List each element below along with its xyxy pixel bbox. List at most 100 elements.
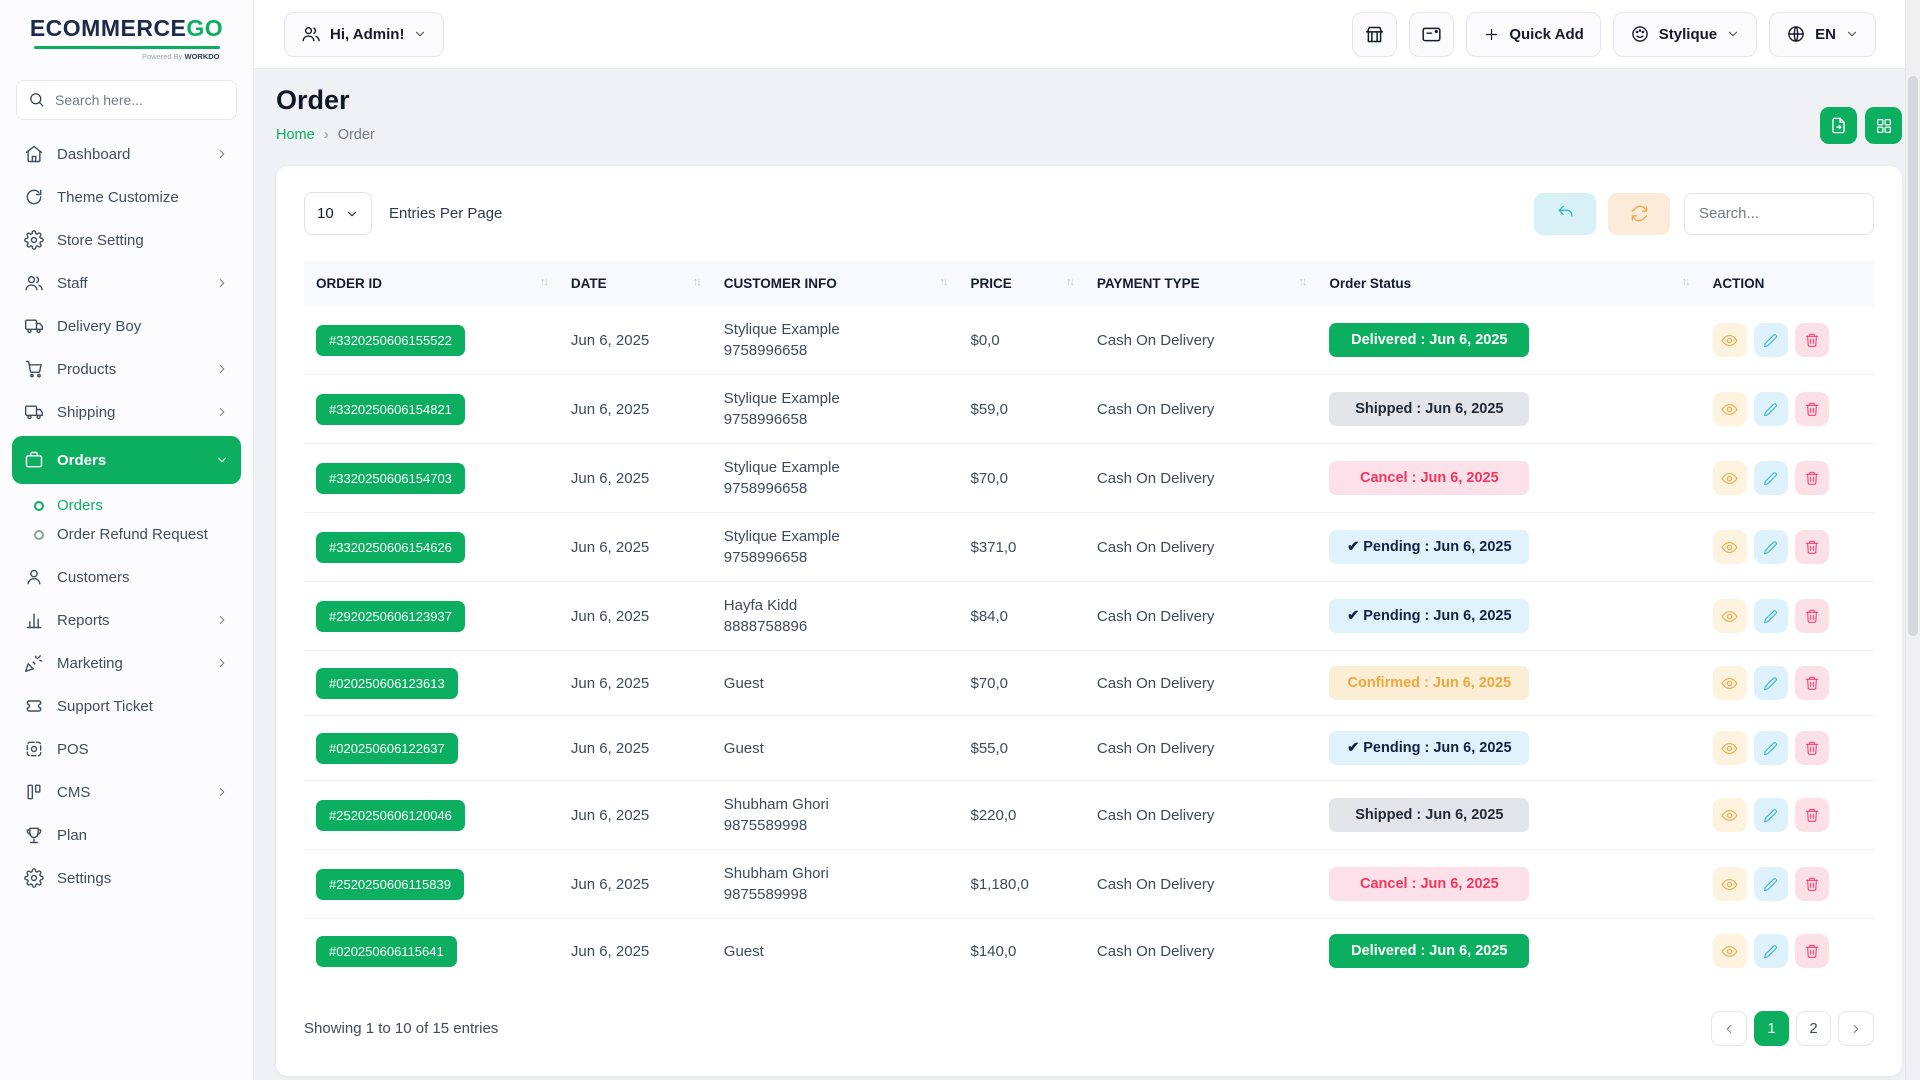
view-order-button[interactable] [1712, 867, 1747, 901]
view-order-button[interactable] [1712, 731, 1747, 765]
delete-order-button[interactable] [1794, 798, 1829, 832]
table-search-input[interactable] [1684, 192, 1874, 235]
view-order-button[interactable] [1712, 461, 1747, 495]
edit-order-button[interactable] [1753, 599, 1788, 633]
order-id-badge[interactable]: #020250606122637 [316, 732, 458, 764]
breadcrumb-home-link[interactable]: Home [276, 126, 315, 143]
delete-order-button[interactable] [1794, 392, 1829, 426]
sidebar-item-support-ticket[interactable]: Support Ticket [12, 685, 241, 727]
sidebar-item-marketing[interactable]: Marketing [12, 642, 241, 684]
edit-order-button[interactable] [1753, 867, 1788, 901]
table-body: #3320250606155522 Jun 6, 2025 Stylique Exa… [304, 306, 1874, 983]
theme-select-button[interactable]: Stylique [1612, 11, 1758, 57]
pagination-next-button[interactable] [1838, 1011, 1874, 1046]
sidebar-item-label: Customers [57, 568, 130, 586]
column-header-label: DATE [570, 276, 607, 291]
file-export-icon [1832, 117, 1845, 134]
grid-view-button[interactable] [1865, 107, 1902, 144]
sidebar-item-settings[interactable]: Settings [12, 857, 241, 899]
column-header-payment-type[interactable]: PAYMENT TYPE ↑↓ [1084, 261, 1318, 306]
delete-order-button[interactable] [1794, 323, 1829, 357]
edit-order-button[interactable] [1753, 666, 1788, 700]
column-header-order-status[interactable]: Order Status ↑↓ [1317, 261, 1701, 306]
storefront-button[interactable] [1352, 11, 1398, 57]
delete-order-button[interactable] [1794, 461, 1829, 495]
sidebar-item-orders[interactable]: Orders [12, 436, 241, 484]
entries-per-page-select[interactable]: 10 [304, 192, 372, 235]
order-id-badge[interactable]: #3320250606154821 [316, 393, 465, 425]
sort-icon[interactable]: ↑↓ [1298, 276, 1307, 288]
view-order-button[interactable] [1712, 530, 1747, 564]
delete-order-button[interactable] [1794, 530, 1829, 564]
sort-icon[interactable]: ↑↓ [1065, 276, 1075, 288]
page-scrollbar[interactable] [1905, 0, 1920, 1080]
sidebar-item-staff[interactable]: Staff [12, 262, 241, 304]
sidebar-search-input[interactable] [16, 80, 237, 120]
edit-order-button[interactable] [1753, 934, 1788, 968]
admin-menu-button[interactable]: Hi, Admin! [284, 11, 445, 57]
edit-order-button[interactable] [1753, 461, 1788, 495]
sidebar-item-label: Staff [57, 274, 88, 292]
order-id-badge[interactable]: #2520250606120046 [316, 799, 465, 831]
chevron-down-icon [1729, 31, 1738, 37]
undo-button[interactable] [1534, 192, 1596, 235]
sidebar-subitem-orders[interactable]: Orders [24, 491, 243, 520]
sort-icon[interactable]: ↑↓ [692, 276, 702, 288]
edit-order-button[interactable] [1753, 798, 1788, 832]
view-order-button[interactable] [1712, 666, 1747, 700]
view-order-button[interactable] [1712, 392, 1747, 426]
delete-order-button[interactable] [1794, 666, 1829, 700]
pagination-prev-button[interactable] [1711, 1011, 1747, 1046]
view-order-button[interactable] [1712, 599, 1747, 633]
sort-icon[interactable]: ↑↓ [939, 276, 948, 288]
order-id-badge[interactable]: #2520250606115839 [316, 868, 464, 900]
sidebar-item-delivery-boy[interactable]: Delivery Boy [12, 305, 241, 347]
view-order-button[interactable] [1712, 798, 1747, 832]
edit-order-button[interactable] [1753, 731, 1788, 765]
sidebar-item-dashboard[interactable]: Dashboard [12, 133, 241, 175]
edit-order-button[interactable] [1753, 392, 1788, 426]
column-header-order-id[interactable]: ORDER ID ↑↓ [304, 261, 559, 306]
sidebar-item-store-setting[interactable]: Store Setting [12, 219, 241, 261]
column-header-customer-info[interactable]: CUSTOMER INFO ↑↓ [711, 261, 959, 306]
sidebar-item-customers[interactable]: Customers [12, 556, 241, 598]
sidebar-item-products[interactable]: Products [12, 348, 241, 390]
pagination-page-1[interactable]: 1 [1754, 1011, 1789, 1046]
order-id-badge[interactable]: #020250606115641 [316, 935, 457, 967]
delete-order-button[interactable] [1794, 599, 1829, 633]
order-id-badge[interactable]: #020250606123613 [316, 667, 458, 699]
sidebar-item-theme-customize[interactable]: Theme Customize [12, 176, 241, 218]
view-order-button[interactable] [1712, 323, 1747, 357]
scrollbar-thumb[interactable] [1908, 76, 1918, 636]
view-order-button[interactable] [1712, 934, 1747, 968]
language-select-button[interactable]: EN [1769, 11, 1876, 57]
export-button[interactable] [1820, 107, 1857, 144]
column-header-date[interactable]: DATE ↑↓ [558, 261, 712, 306]
sidebar-subitem-order-refund-request[interactable]: Order Refund Request [24, 520, 243, 549]
sidebar-item-plan[interactable]: Plan [12, 814, 241, 856]
order-id-badge[interactable]: #3320250606155522 [316, 324, 465, 356]
sidebar-item-label: Shipping [57, 403, 116, 421]
delete-order-button[interactable] [1794, 934, 1829, 968]
sidebar-item-shipping[interactable]: Shipping [12, 391, 241, 433]
column-header-price[interactable]: PRICE ↑↓ [958, 261, 1085, 306]
edit-order-button[interactable] [1753, 530, 1788, 564]
sidebar-item-pos[interactable]: POS [12, 728, 241, 770]
brand-logo[interactable]: ECOMMERCEGO Powered By WORKDO [0, 0, 253, 68]
quick-add-button[interactable]: Quick Add [1466, 11, 1601, 57]
customer-name: Guest [723, 739, 764, 757]
order-id-badge[interactable]: #3320250606154703 [316, 462, 465, 494]
sidebar-item-cms[interactable]: CMS [12, 771, 241, 813]
order-price: $59,0 [958, 374, 1085, 444]
refresh-button[interactable] [1608, 192, 1670, 235]
sort-icon[interactable]: ↑↓ [1681, 276, 1691, 288]
edit-order-button[interactable] [1753, 323, 1788, 357]
pagination-page-2[interactable]: 2 [1796, 1011, 1831, 1046]
order-id-badge[interactable]: #2920250606123937 [316, 600, 465, 632]
delete-order-button[interactable] [1794, 731, 1829, 765]
sort-icon[interactable]: ↑↓ [539, 276, 549, 288]
sidebar-item-reports[interactable]: Reports [12, 599, 241, 641]
delete-order-button[interactable] [1794, 867, 1829, 901]
email-button[interactable] [1409, 11, 1455, 57]
order-id-badge[interactable]: #3320250606154626 [316, 531, 465, 563]
